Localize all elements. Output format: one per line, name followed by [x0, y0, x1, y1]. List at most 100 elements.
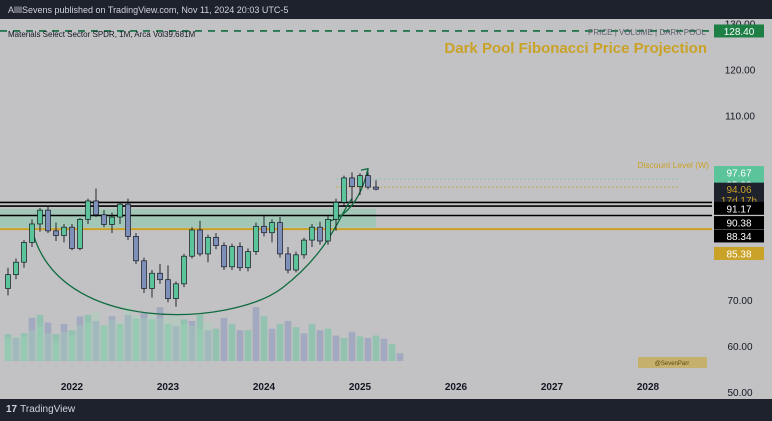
candle[interactable]	[325, 216, 331, 245]
candle[interactable]	[285, 247, 291, 274]
candle[interactable]	[61, 223, 67, 243]
candle[interactable]	[85, 198, 91, 224]
candle[interactable]	[365, 172, 371, 190]
volume-bars	[4, 305, 404, 361]
volume-bar	[188, 320, 196, 361]
volume-bar	[60, 324, 68, 361]
volume-highlight-bar	[4, 337, 12, 361]
watermark-box	[638, 357, 707, 368]
candlesticks[interactable]	[5, 172, 379, 307]
candle[interactable]	[269, 219, 275, 243]
candle[interactable]	[213, 233, 219, 250]
candle[interactable]	[333, 198, 339, 231]
candle[interactable]	[253, 222, 259, 255]
candle[interactable]	[149, 270, 155, 298]
symbol-line: Materials Select Sector SPDR, 1M, Arca V…	[8, 30, 196, 39]
volume-highlight-bar	[92, 311, 100, 361]
candle[interactable]	[53, 222, 59, 242]
candle-body	[317, 226, 323, 242]
volume-bar	[244, 330, 252, 361]
candle-body	[157, 272, 163, 281]
volume-bar	[132, 318, 140, 361]
candle[interactable]	[37, 207, 43, 232]
volume-highlight-bar	[36, 327, 44, 361]
candle-body	[133, 236, 139, 262]
candle[interactable]	[293, 251, 299, 273]
volume-highlight-bar	[124, 305, 132, 361]
candle[interactable]	[69, 223, 75, 251]
candle[interactable]	[349, 172, 355, 203]
candle[interactable]	[5, 267, 11, 296]
candle-body	[309, 226, 315, 241]
volume-bar	[212, 328, 220, 361]
candle[interactable]	[341, 175, 347, 206]
candle[interactable]	[237, 242, 243, 271]
candle[interactable]	[21, 240, 27, 268]
candle[interactable]	[133, 233, 139, 265]
candle[interactable]	[165, 265, 171, 303]
candle-body	[181, 255, 187, 285]
candle[interactable]	[221, 242, 227, 271]
candle-body	[189, 229, 195, 257]
candle[interactable]	[229, 243, 235, 271]
candle-body	[77, 219, 83, 249]
volume-highlight-bar	[52, 340, 60, 361]
candle-body	[29, 223, 35, 243]
candle[interactable]	[109, 212, 115, 234]
candle[interactable]	[77, 217, 83, 251]
candle[interactable]	[173, 281, 179, 307]
projection-annotation: Dark Pool Fibonacci Price Projection	[444, 40, 707, 57]
candle-body	[69, 226, 75, 249]
candle-body	[53, 230, 59, 236]
volume-bar	[380, 338, 388, 361]
price-chart[interactable]: 2022202320242025202620272028130.00120.00…	[0, 19, 772, 399]
price-tag-box	[714, 201, 764, 215]
price-tag-label: 17d 17h	[721, 196, 757, 207]
candle-body	[261, 225, 267, 234]
volume-bar	[284, 320, 292, 361]
candle[interactable]	[205, 234, 211, 263]
candle[interactable]	[373, 180, 379, 191]
candle[interactable]	[301, 237, 307, 259]
volume-bar	[252, 307, 260, 361]
volume-highlight-bar	[156, 317, 164, 361]
volume-bar	[116, 324, 124, 361]
candle-body	[101, 214, 107, 225]
candle-body	[253, 225, 259, 252]
candle[interactable]	[261, 214, 267, 237]
candle-body	[341, 177, 347, 203]
publish-info: AllllSevens published on TradingView.com…	[8, 5, 289, 15]
candle[interactable]	[197, 220, 203, 257]
candle-body	[21, 242, 27, 263]
volume-highlight-bar	[108, 319, 116, 361]
volume-bar	[20, 333, 28, 361]
volume-highlight-bar	[172, 314, 180, 361]
candle-body	[333, 201, 339, 220]
candle[interactable]	[45, 205, 51, 234]
discount-annotation: Discount Level (W)	[637, 160, 709, 170]
labels: Materials Select Sector SPDR, 1M, Arca V…	[8, 28, 709, 368]
candle[interactable]	[157, 264, 163, 284]
candle[interactable]	[93, 188, 99, 218]
candle[interactable]	[117, 202, 123, 224]
candle[interactable]	[317, 221, 323, 245]
candle[interactable]	[309, 223, 315, 247]
candle[interactable]	[29, 219, 35, 247]
y-tick-label: 70.00	[727, 296, 752, 307]
candle[interactable]	[125, 198, 131, 241]
tradingview-logo[interactable]: 17 TradingView	[6, 404, 75, 415]
candle[interactable]	[181, 253, 187, 288]
candle[interactable]	[245, 248, 251, 272]
price-tag-label: 94.06	[726, 185, 751, 196]
candle[interactable]	[357, 173, 363, 195]
candle[interactable]	[277, 217, 283, 258]
candle-body	[277, 222, 283, 255]
candle[interactable]	[101, 210, 107, 228]
candle[interactable]	[189, 227, 195, 259]
tradingview-logo-icon: 17	[6, 404, 18, 415]
candle-body	[117, 203, 123, 218]
candle[interactable]	[13, 258, 19, 280]
candle[interactable]	[141, 257, 147, 294]
volume-highlight-bar	[44, 333, 52, 361]
